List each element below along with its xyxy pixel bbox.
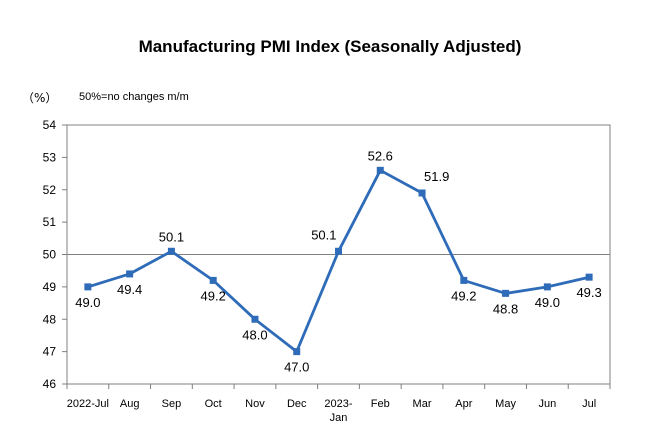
- data-label: 48.8: [493, 301, 518, 316]
- y-tick-label: 54: [43, 118, 57, 132]
- data-label: 48.0: [242, 327, 267, 342]
- data-label: 52.6: [368, 148, 393, 163]
- x-tick-label: 2023-: [324, 398, 352, 410]
- x-tick-label: May: [495, 398, 516, 410]
- data-label: 49.3: [576, 285, 601, 300]
- y-axis: 46 47 48 49 50 51 52 53 54: [43, 118, 67, 391]
- data-label: 49.0: [535, 295, 560, 310]
- data-label: 47.0: [284, 360, 309, 375]
- data-labels: 49.0 49.4 50.1 49.2 48.0 47.0 50.1 52.6 51.9 49.2…: [75, 148, 602, 374]
- data-label: 49.4: [117, 282, 142, 297]
- data-point-marker: [251, 315, 259, 323]
- data-point-marker: [209, 276, 217, 284]
- y-tick-label: 52: [43, 183, 57, 197]
- data-point-marker: [167, 247, 175, 255]
- data-point-marker: [126, 270, 134, 278]
- x-tick-label: Oct: [205, 398, 222, 410]
- data-point-marker: [502, 289, 510, 297]
- data-label: 49.2: [451, 288, 476, 303]
- data-label: 50.1: [159, 229, 184, 244]
- data-label: 49.2: [201, 288, 226, 303]
- y-tick-label: 50: [43, 248, 57, 262]
- data-label: 51.9: [424, 169, 449, 184]
- data-point-marker: [376, 166, 384, 174]
- y-tick-label: 53: [43, 150, 57, 164]
- data-label: 49.0: [75, 295, 100, 310]
- x-tick-label: Dec: [287, 398, 307, 410]
- chart-title: Manufacturing PMI Index (Seasonally Adju…: [139, 37, 522, 56]
- x-tick-label: Nov: [245, 398, 265, 410]
- y-tick-label: 46: [43, 377, 57, 391]
- x-tick-label: Mar: [413, 398, 432, 410]
- y-tick-label: 48: [43, 312, 57, 326]
- data-point-marker: [585, 273, 593, 281]
- y-unit-label: （%）: [22, 91, 57, 105]
- data-label: 50.1: [311, 227, 336, 242]
- x-tick-label: 2022-Jul: [67, 398, 109, 410]
- data-point-marker: [335, 247, 342, 255]
- x-axis: 2022-Jul Aug Sep Oct Nov Dec 2023- Jan Feb Mar Apr…: [66, 384, 611, 424]
- series-line: [87, 168, 590, 354]
- chart-annotation: 50%=no changes m/m: [79, 91, 189, 103]
- data-point-marker: [84, 283, 92, 291]
- x-tick-label: Jul: [582, 398, 596, 410]
- data-point-marker: [543, 283, 551, 291]
- data-point-marker: [418, 189, 426, 197]
- x-tick-label: Feb: [371, 398, 390, 410]
- x-tick-label: Jun: [538, 398, 556, 410]
- y-tick-label: 51: [43, 215, 57, 229]
- x-tick-label: Jan: [330, 412, 348, 424]
- y-tick-label: 49: [43, 280, 57, 294]
- data-point-marker: [460, 276, 468, 284]
- series-pmi: [84, 166, 593, 356]
- x-tick-label: Aug: [120, 398, 140, 410]
- y-tick-label: 47: [43, 345, 57, 359]
- x-tick-label: Apr: [455, 398, 472, 410]
- data-point-marker: [293, 348, 301, 356]
- x-tick-label: Sep: [162, 398, 182, 410]
